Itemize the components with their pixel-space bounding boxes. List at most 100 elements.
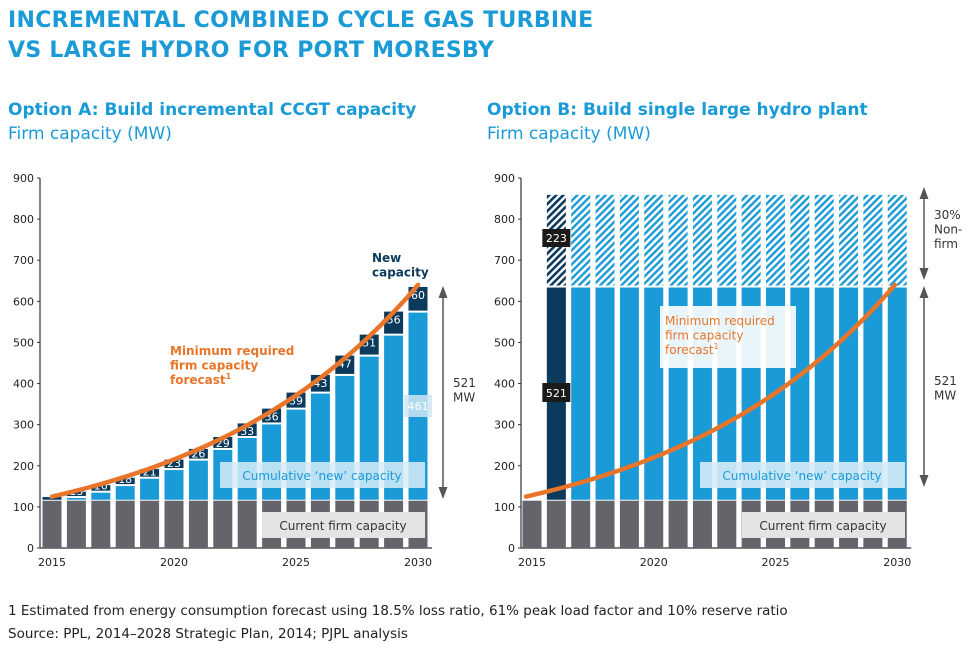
current-capacity-bar bbox=[717, 500, 737, 548]
current-capacity-bar bbox=[644, 500, 664, 548]
current-capacity-bar bbox=[692, 500, 712, 548]
y-tick-label: 500 bbox=[13, 336, 34, 349]
footnote-mark: 1 bbox=[714, 342, 719, 351]
y-tick-label: 900 bbox=[13, 172, 34, 185]
cumulative-new-bar bbox=[140, 478, 160, 500]
current-label-box bbox=[262, 512, 425, 538]
y-tick-label: 0 bbox=[27, 542, 34, 555]
y-tick-label: 700 bbox=[13, 254, 34, 267]
forecast-line bbox=[523, 282, 898, 499]
current-capacity-bar bbox=[595, 500, 615, 548]
x-tick-label: 2015 bbox=[518, 556, 546, 569]
x-tick-label: 2025 bbox=[762, 556, 790, 569]
source-note: Source: PPL, 2014–2028 Strategic Plan, 2… bbox=[8, 626, 408, 642]
current-capacity-bar bbox=[188, 500, 208, 548]
cumulative-new-bar bbox=[91, 492, 111, 500]
hydro-firm-bar bbox=[595, 287, 615, 500]
hydro-non-firm-bar bbox=[814, 194, 834, 286]
new-capacity-bar bbox=[164, 459, 184, 469]
figure-title-line-1: INCREMENTAL COMBINED CYCLE GAS TURBINE bbox=[8, 8, 594, 33]
forecast-line bbox=[49, 282, 421, 499]
current-label-box bbox=[742, 512, 905, 538]
figure-title-line-2: VS LARGE HYDRO FOR PORT MORESBY bbox=[8, 38, 495, 63]
hydro-non-firm-bar bbox=[839, 194, 859, 286]
cumulative-label-box bbox=[220, 462, 425, 488]
option-a-chart: 0 100 200 300 400 500 600 700 800 900 2015 2020 2025… bbox=[13, 172, 476, 569]
hydro-firm-bar bbox=[887, 287, 907, 500]
hydro-firm-bar bbox=[619, 287, 639, 500]
new-capacity-bar bbox=[66, 491, 86, 497]
x-tick-label: 2030 bbox=[404, 556, 432, 569]
firm-value-label: 521 bbox=[546, 387, 567, 400]
cumulative-label-box bbox=[700, 462, 905, 488]
x-tick-label: 2030 bbox=[883, 556, 911, 569]
current-capacity-bar bbox=[66, 500, 86, 548]
new-capacity-bar bbox=[115, 477, 135, 485]
option-b-title: Option B: Build single large hydro plant bbox=[487, 100, 868, 120]
hydro-non-firm-bar bbox=[887, 194, 907, 286]
cumulative-new-bar bbox=[384, 335, 404, 500]
current-capacity-bar bbox=[237, 500, 257, 548]
cumulative-label: Cumulative ‘new’ capacity bbox=[242, 469, 401, 483]
x-tick-label: 2020 bbox=[640, 556, 668, 569]
cumulative-value-box bbox=[404, 395, 432, 417]
hydro-non-firm-bar bbox=[571, 194, 591, 286]
new-capacity-bar bbox=[140, 469, 160, 477]
new-capacity-bar bbox=[91, 485, 111, 491]
total-label: 521 MW bbox=[453, 376, 476, 404]
y-tick-label: 100 bbox=[494, 501, 515, 514]
current-capacity-bar bbox=[546, 500, 566, 548]
hydro-firm-bar bbox=[814, 287, 834, 500]
y-tick-label: 0 bbox=[508, 542, 515, 555]
current-capacity-bar bbox=[115, 500, 135, 548]
y-tick-label: 600 bbox=[13, 295, 34, 308]
y-tick-label: 200 bbox=[13, 460, 34, 473]
y-tick-label: 800 bbox=[494, 213, 515, 226]
y-tick-label: 600 bbox=[494, 295, 515, 308]
non-firm-value-label: 223 bbox=[546, 232, 567, 245]
hydro-non-firm-bar bbox=[790, 194, 810, 286]
y-tick-label: 100 bbox=[13, 501, 34, 514]
forecast-annotation: Minimum required firm capacity forecast1 bbox=[170, 344, 294, 387]
hydro-firm-bar bbox=[644, 287, 664, 500]
current-capacity-bar bbox=[571, 500, 591, 548]
y-tick-label: 800 bbox=[13, 213, 34, 226]
non-firm-value-box bbox=[542, 229, 571, 247]
y-tick-label: 400 bbox=[494, 378, 515, 391]
hydro-non-firm-bar bbox=[644, 194, 664, 286]
current-capacity-bar bbox=[522, 500, 542, 548]
hydro-non-firm-bar bbox=[766, 194, 785, 286]
hydro-non-firm-bar bbox=[717, 194, 737, 286]
hydro-non-firm-bar bbox=[692, 194, 712, 286]
hydro-firm-bar bbox=[863, 287, 883, 500]
y-tick-label: 500 bbox=[494, 336, 515, 349]
option-a-title: Option A: Build incremental CCGT capacit… bbox=[8, 100, 417, 120]
hydro-non-firm-bar bbox=[619, 194, 639, 286]
y-tick-label: 400 bbox=[13, 378, 34, 391]
option-b-chart: 0 100 200 300 400 500 600 700 800 900 2015 2020 2025… bbox=[494, 172, 962, 569]
y-tick-label: 200 bbox=[494, 460, 515, 473]
y-tick-label: 700 bbox=[494, 254, 515, 267]
cumulative-new-bar bbox=[164, 470, 184, 500]
current-capacity-bar bbox=[91, 500, 111, 548]
cumulative-value-label: 461 bbox=[408, 400, 429, 413]
forecast-label-box bbox=[660, 306, 796, 368]
current-label: Current firm capacity bbox=[279, 519, 406, 533]
hydro-non-firm-bar bbox=[668, 194, 688, 286]
new-capacity-bar bbox=[188, 448, 208, 459]
total-label: 521 MW bbox=[934, 374, 957, 402]
hydro-non-firm-bar bbox=[741, 194, 761, 286]
current-capacity-bar bbox=[42, 500, 62, 548]
current-capacity-bar bbox=[140, 500, 160, 548]
new-capacity-bar bbox=[213, 437, 233, 448]
forecast-annotation: Minimum required firm capacity forecast1 bbox=[665, 314, 775, 357]
cumulative-new-bar bbox=[115, 486, 135, 500]
y-tick-label: 900 bbox=[494, 172, 515, 185]
y-tick-label: 300 bbox=[13, 419, 34, 432]
cumulative-label: Cumulative ‘new’ capacity bbox=[722, 469, 881, 483]
footnote-1: 1 Estimated from energy consumption fore… bbox=[8, 603, 788, 619]
x-tick-label: 2020 bbox=[160, 556, 188, 569]
option-b-ylabel: Firm capacity (MW) bbox=[487, 124, 651, 144]
cumulative-new-bar bbox=[188, 460, 208, 500]
firm-value-box bbox=[542, 383, 571, 402]
